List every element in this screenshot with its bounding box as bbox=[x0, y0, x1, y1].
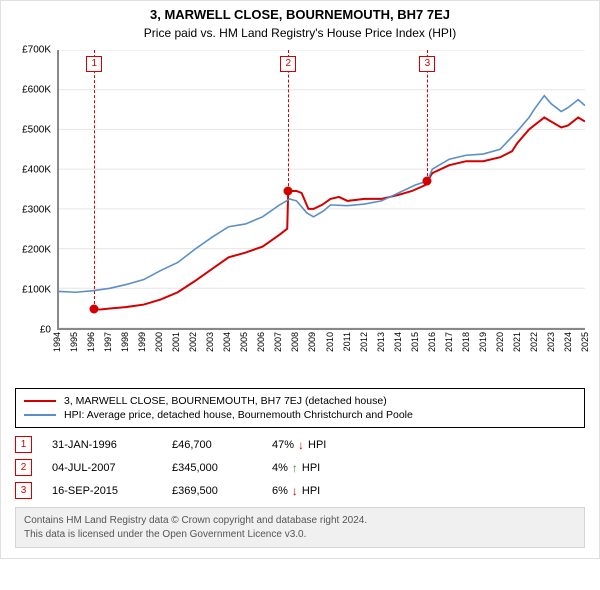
sale-point bbox=[284, 186, 293, 195]
x-tick-label: 2001 bbox=[171, 332, 181, 352]
x-tick-label: 2002 bbox=[188, 332, 198, 352]
sale-marker-badge: 1 bbox=[86, 56, 102, 72]
legend-swatch bbox=[24, 414, 56, 416]
y-tick-label: £100K bbox=[22, 285, 51, 296]
x-tick-label: 2015 bbox=[410, 332, 420, 352]
event-diff: 4% ↑ HPI bbox=[272, 461, 320, 475]
legend-row: 3, MARWELL CLOSE, BOURNEMOUTH, BH7 7EJ (… bbox=[24, 395, 576, 407]
sale-vline bbox=[94, 50, 95, 309]
x-tick-label: 2003 bbox=[205, 332, 215, 352]
event-diff-suffix: HPI bbox=[302, 462, 320, 474]
sale-point bbox=[90, 305, 99, 314]
x-tick-label: 2007 bbox=[273, 332, 283, 352]
plot: 1 2 3 bbox=[57, 50, 585, 330]
x-tick-label: 2011 bbox=[342, 332, 352, 351]
x-tick-label: 2006 bbox=[256, 332, 266, 352]
sale-point bbox=[423, 177, 432, 186]
x-tick-label: 2014 bbox=[393, 332, 403, 352]
event-row: 2 04-JUL-2007£345,0004% ↑ HPI bbox=[15, 459, 585, 476]
footer-line2: This data is licensed under the Open Gov… bbox=[24, 528, 576, 542]
y-axis-labels: £0£100K£200K£300K£400K£500K£600K£700K bbox=[11, 50, 53, 330]
x-tick-label: 1996 bbox=[86, 332, 96, 352]
legend-swatch bbox=[24, 400, 56, 402]
arrow-down-icon: ↓ bbox=[292, 484, 298, 498]
y-tick-label: £300K bbox=[22, 205, 51, 216]
legend-row: HPI: Average price, detached house, Bour… bbox=[24, 409, 576, 421]
x-tick-label: 2004 bbox=[222, 332, 232, 352]
event-date: 16-SEP-2015 bbox=[52, 485, 172, 497]
event-badge: 2 bbox=[15, 459, 32, 476]
x-tick-label: 2000 bbox=[154, 332, 164, 352]
y-tick-label: £600K bbox=[22, 85, 51, 96]
x-tick-label: 2008 bbox=[290, 332, 300, 352]
x-tick-label: 2022 bbox=[529, 332, 539, 352]
legend-label: HPI: Average price, detached house, Bour… bbox=[64, 409, 413, 421]
y-tick-label: £0 bbox=[40, 325, 51, 336]
sale-marker-badge: 2 bbox=[280, 56, 296, 72]
y-tick-label: £400K bbox=[22, 165, 51, 176]
x-tick-label: 2021 bbox=[512, 332, 522, 352]
event-row: 1 31-JAN-1996£46,70047% ↓ HPI bbox=[15, 436, 585, 453]
y-tick-label: £500K bbox=[22, 125, 51, 136]
series-hpi bbox=[59, 96, 585, 293]
event-date: 31-JAN-1996 bbox=[52, 439, 172, 451]
x-tick-label: 2013 bbox=[376, 332, 386, 352]
legend-label: 3, MARWELL CLOSE, BOURNEMOUTH, BH7 7EJ (… bbox=[64, 395, 387, 407]
event-date: 04-JUL-2007 bbox=[52, 462, 172, 474]
title-address: 3, MARWELL CLOSE, BOURNEMOUTH, BH7 7EJ bbox=[11, 7, 589, 22]
x-tick-label: 2009 bbox=[307, 332, 317, 352]
y-tick-label: £700K bbox=[22, 45, 51, 56]
event-badge: 3 bbox=[15, 482, 32, 499]
title-subtitle: Price paid vs. HM Land Registry's House … bbox=[11, 26, 589, 40]
x-tick-label: 1999 bbox=[137, 332, 147, 352]
x-tick-label: 1994 bbox=[52, 332, 62, 352]
x-tick-label: 2020 bbox=[495, 332, 505, 352]
x-tick-label: 2019 bbox=[478, 332, 488, 352]
x-tick-label: 1995 bbox=[69, 332, 79, 352]
event-price: £46,700 bbox=[172, 439, 272, 451]
legend: 3, MARWELL CLOSE, BOURNEMOUTH, BH7 7EJ (… bbox=[15, 388, 585, 428]
event-diff-pct: 4% bbox=[272, 462, 288, 474]
chart-area: £0£100K£200K£300K£400K£500K£600K£700K 12… bbox=[11, 50, 589, 360]
x-tick-label: 2018 bbox=[461, 332, 471, 352]
arrow-down-icon: ↓ bbox=[298, 438, 304, 452]
x-tick-label: 2016 bbox=[427, 332, 437, 352]
sale-marker-badge: 3 bbox=[419, 56, 435, 72]
event-diff-suffix: HPI bbox=[308, 439, 326, 451]
x-axis-labels: 1994199519961997199819992000200120022003… bbox=[57, 330, 585, 360]
x-tick-label: 1997 bbox=[103, 332, 113, 352]
event-row: 3 16-SEP-2015£369,5006% ↓ HPI bbox=[15, 482, 585, 499]
titles: 3, MARWELL CLOSE, BOURNEMOUTH, BH7 7EJ P… bbox=[1, 1, 599, 44]
y-tick-label: £200K bbox=[22, 245, 51, 256]
x-tick-label: 2005 bbox=[239, 332, 249, 352]
event-diff: 47% ↓ HPI bbox=[272, 438, 326, 452]
event-badge: 1 bbox=[15, 436, 32, 453]
x-tick-label: 2010 bbox=[325, 332, 335, 352]
event-price: £345,000 bbox=[172, 462, 272, 474]
x-tick-label: 2024 bbox=[563, 332, 573, 352]
chart-card: 3, MARWELL CLOSE, BOURNEMOUTH, BH7 7EJ P… bbox=[0, 0, 600, 559]
sale-events: 1 31-JAN-1996£46,70047% ↓ HPI 2 04-JUL-2007£… bbox=[15, 436, 585, 499]
event-diff-suffix: HPI bbox=[302, 485, 320, 497]
footer-line1: Contains HM Land Registry data © Crown c… bbox=[24, 514, 576, 528]
event-price: £369,500 bbox=[172, 485, 272, 497]
x-tick-label: 2025 bbox=[580, 332, 590, 352]
event-diff-pct: 6% bbox=[272, 485, 288, 497]
x-tick-label: 2012 bbox=[359, 332, 369, 352]
x-tick-label: 1998 bbox=[120, 332, 130, 352]
event-diff-pct: 47% bbox=[272, 439, 294, 451]
event-diff: 6% ↓ HPI bbox=[272, 484, 320, 498]
plot-svg bbox=[59, 50, 585, 328]
series-property bbox=[94, 118, 585, 310]
x-tick-label: 2023 bbox=[546, 332, 556, 352]
arrow-up-icon: ↑ bbox=[292, 461, 298, 475]
footer-note: Contains HM Land Registry data © Crown c… bbox=[15, 507, 585, 548]
x-tick-label: 2017 bbox=[444, 332, 454, 352]
